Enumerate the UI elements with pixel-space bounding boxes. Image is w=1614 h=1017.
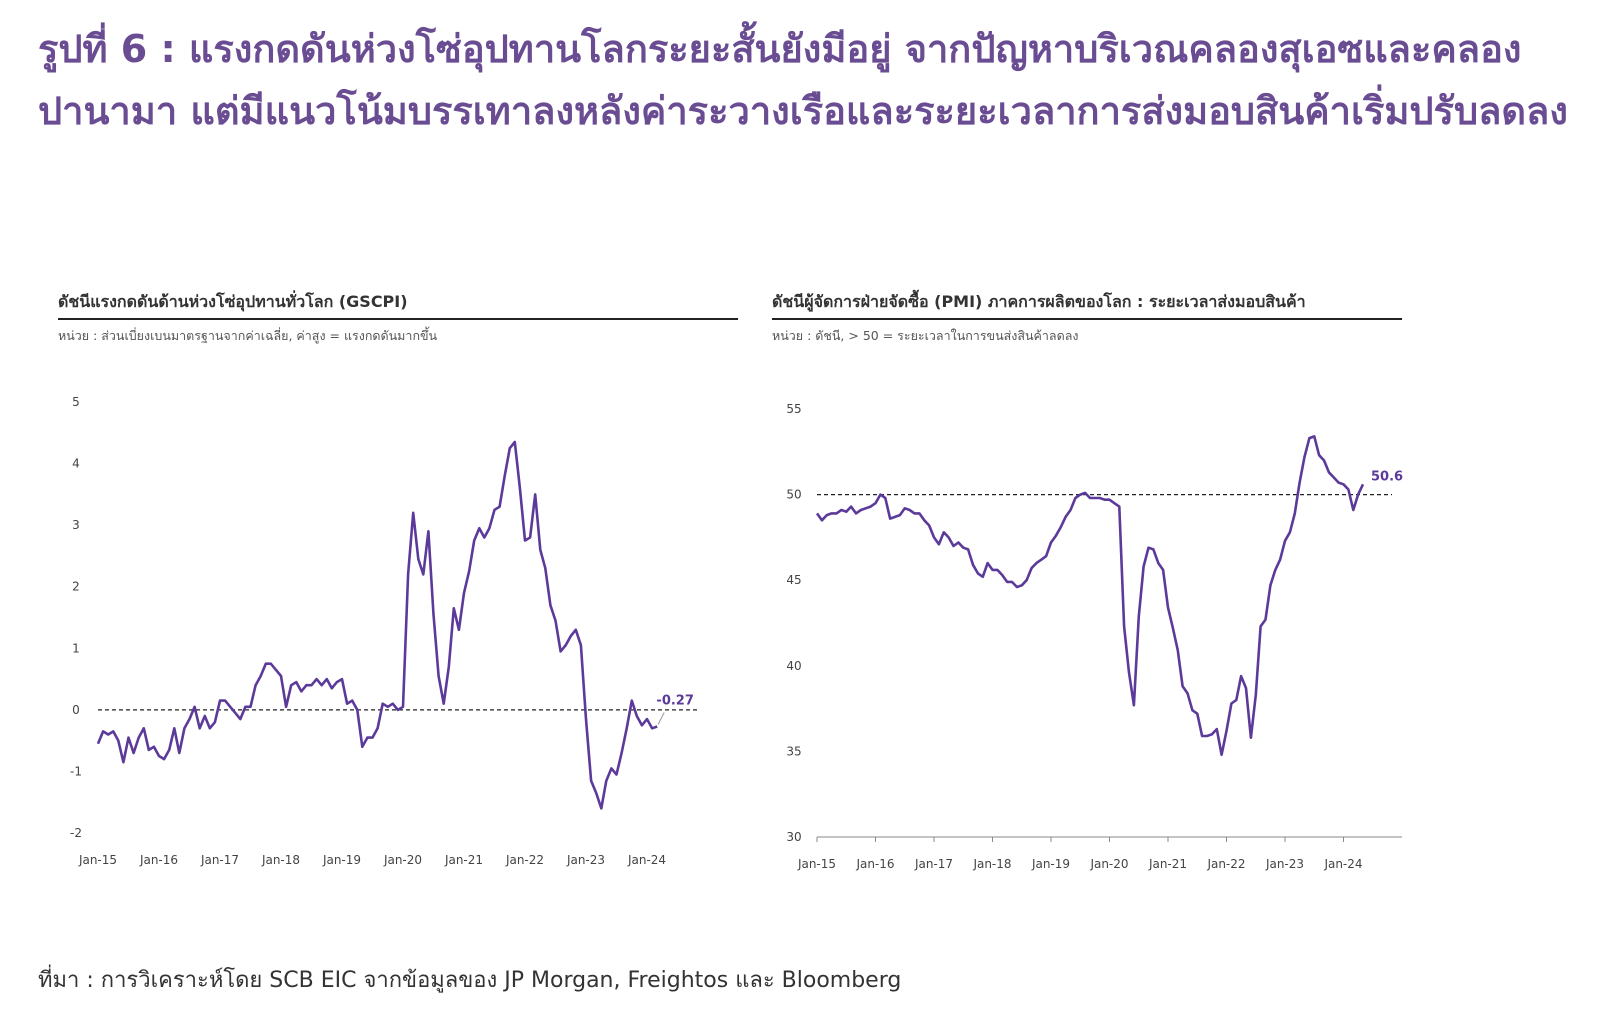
gscpi-ytick-label: -2: [70, 826, 82, 840]
gscpi-unit-note: หน่วย : ส่วนเบี่ยงเบนมาตรฐานจากค่าเฉลี่ย…: [58, 328, 438, 343]
pmi-title-rule: [772, 318, 1402, 320]
gscpi-ytick-label: 4: [72, 457, 80, 471]
pmi-ytick-label: 50: [786, 488, 801, 502]
gscpi-xtick-label: Jan-24: [627, 853, 666, 867]
gscpi-ytick-label: 3: [72, 518, 80, 532]
pmi-ytick-label: 35: [786, 744, 801, 758]
gscpi-xtick-label: Jan-17: [200, 853, 239, 867]
pmi-xtick-label: Jan-20: [1089, 857, 1128, 871]
pmi-unit-note: หน่วย : ดัชนี, > 50 = ระยะเวลาในการขนส่ง…: [772, 328, 1079, 343]
pmi-xtick-label: Jan-18: [972, 857, 1011, 871]
gscpi-title-rule: [58, 318, 738, 320]
gscpi-xtick-label: Jan-15: [78, 853, 117, 867]
source-note: ที่มา : การวิเคราะห์โดย SCB EIC จากข้อมู…: [38, 968, 902, 993]
pmi-ytick-label: 55: [786, 402, 801, 416]
gscpi-ytick-label: 1: [72, 641, 80, 655]
gscpi-xtick-label: Jan-21: [444, 853, 483, 867]
gscpi-ytick-label: 2: [72, 580, 80, 594]
pmi-xtick-label: Jan-23: [1265, 857, 1304, 871]
pmi-xtick-label: Jan-21: [1148, 857, 1187, 871]
gscpi-plot: 5 4 3 2 1 0 -1 -2 Jan-15 Jan-16 Jan-17 Jan-18 Jan-19…: [70, 395, 698, 867]
pmi-ytick-label: 30: [786, 830, 801, 844]
gscpi-xtick-label: Jan-16: [139, 853, 178, 867]
gscpi-xtick-label: Jan-22: [505, 853, 544, 867]
gscpi-chart: ดัชนีแรงกดดันด้านห่วงโซ่อุปทานทั่วโลก (G…: [58, 290, 738, 867]
pmi-xtick-label: Jan-16: [855, 857, 894, 871]
pmi-ytick-label: 40: [786, 659, 801, 673]
gscpi-xtick-label: Jan-19: [322, 853, 361, 867]
headline: รูปที่ 6 : แรงกดดันห่วงโซ่อุปทานโลกระยะส…: [38, 27, 1568, 133]
pmi-chart-title: ดัชนีผู้จัดการฝ่ายจัดซื้อ (PMI) ภาคการผล…: [772, 292, 1306, 311]
gscpi-ytick-label: -1: [70, 764, 82, 778]
pmi-xtick-label: Jan-15: [797, 857, 836, 871]
gscpi-xtick-label: Jan-20: [383, 853, 422, 867]
gscpi-ytick-label: 5: [72, 395, 80, 409]
gscpi-last-value-leader: [657, 712, 665, 725]
pmi-last-value-label: 50.6: [1371, 469, 1403, 484]
gscpi-chart-title: ดัชนีแรงกดดันด้านห่วงโซ่อุปทานทั่วโลก (G…: [58, 292, 408, 311]
gscpi-xtick-label: Jan-23: [566, 853, 605, 867]
gscpi-ytick-label: 0: [72, 703, 80, 717]
gscpi-xtick-label: Jan-18: [261, 853, 300, 867]
pmi-xtick-label: Jan-17: [914, 857, 953, 871]
pmi-xtick-label: Jan-22: [1206, 857, 1245, 871]
gscpi-series-line: [96, 440, 658, 810]
pmi-series-line: [815, 435, 1365, 757]
pmi-xtick-label: Jan-24: [1323, 857, 1362, 871]
pmi-plot: 55 50 45 40 35 30 Jan-15 Jan-16 Jan-17 Jan-18 Jan-…: [786, 402, 1403, 871]
gscpi-last-value-label: -0.27: [656, 693, 693, 708]
pmi-ytick-label: 45: [786, 573, 801, 587]
pmi-chart: ดัชนีผู้จัดการฝ่ายจัดซื้อ (PMI) ภาคการผล…: [772, 290, 1403, 871]
pmi-xtick-label: Jan-19: [1031, 857, 1070, 871]
